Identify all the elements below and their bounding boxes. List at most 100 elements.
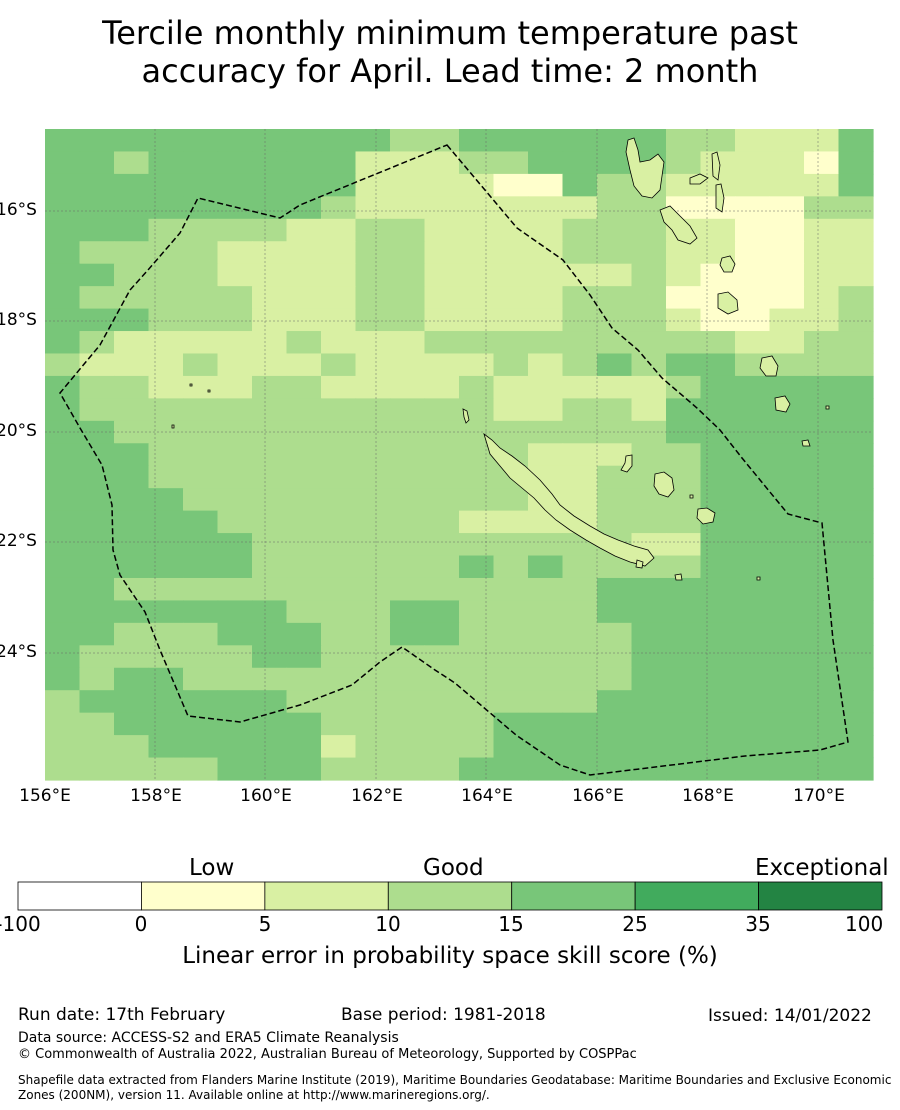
- skill-cell: [424, 263, 460, 287]
- skill-cell: [562, 712, 598, 736]
- skill-cell: [45, 465, 81, 489]
- skill-cell: [700, 667, 736, 691]
- skill-cell: [321, 420, 357, 444]
- skill-cell: [804, 196, 840, 220]
- skill-cell: [217, 263, 253, 287]
- skill-cell: [286, 555, 322, 579]
- skill-cell: [459, 690, 495, 714]
- skill-cell: [838, 510, 874, 534]
- skill-cell: [114, 353, 150, 377]
- skill-cell: [183, 465, 219, 489]
- colorbar-tick: 15: [498, 912, 524, 936]
- skill-cell: [735, 286, 771, 310]
- skill-cell: [597, 263, 633, 287]
- skill-cell: [735, 690, 771, 714]
- skill-cell: [252, 263, 288, 287]
- skill-cell: [735, 353, 771, 377]
- skill-cell: [528, 690, 564, 714]
- skill-cell: [493, 129, 529, 153]
- skill-cell: [286, 712, 322, 736]
- skill-cell: [735, 533, 771, 557]
- skill-cell: [114, 241, 150, 265]
- skill-cell: [424, 443, 460, 467]
- skill-cell: [45, 510, 81, 534]
- skill-cell: [631, 690, 667, 714]
- malekula-island: [659, 205, 698, 245]
- skill-cell: [528, 757, 564, 781]
- skill-cell: [666, 488, 702, 512]
- colorbar-category-exceptional: Exceptional: [755, 855, 889, 881]
- skill-cell: [562, 577, 598, 602]
- walpole-island: [674, 573, 683, 581]
- skill-cell: [217, 510, 253, 534]
- colorbar-swatch: [141, 881, 266, 911]
- skill-cell: [769, 510, 805, 534]
- skill-cell: [597, 151, 633, 175]
- skill-cell: [562, 443, 598, 467]
- skill-cell: [114, 465, 150, 489]
- skill-cell: [252, 533, 288, 557]
- skill-cell: [631, 443, 667, 467]
- skill-cell: [183, 241, 219, 265]
- skill-cell: [769, 577, 805, 602]
- skill-cell: [493, 241, 529, 265]
- skill-cell: [562, 173, 598, 197]
- skill-cell: [252, 757, 288, 781]
- skill-cell: [45, 308, 81, 332]
- skill-cell: [631, 218, 667, 242]
- skill-cell: [114, 286, 150, 310]
- skill-cell: [252, 667, 288, 691]
- skill-cell: [424, 353, 460, 377]
- lon-label: 168°E: [682, 786, 734, 806]
- skill-cell: [804, 398, 840, 422]
- skill-cell: [217, 420, 253, 444]
- skill-cell: [114, 375, 150, 399]
- skill-cell: [79, 712, 115, 736]
- skill-cell: [838, 331, 874, 355]
- skill-cell: [769, 218, 805, 242]
- skill-cell: [355, 712, 391, 736]
- skill-cell: [666, 241, 702, 265]
- skill-cell: [79, 218, 115, 242]
- skill-cell: [562, 218, 598, 242]
- mare-island: [696, 507, 716, 525]
- skill-cell: [769, 353, 805, 377]
- shapefile-credit: Shapefile data extracted from Flanders M…: [18, 1073, 892, 1102]
- skill-cell: [183, 308, 219, 332]
- skill-cell: [286, 218, 322, 242]
- erromango-island: [717, 291, 739, 315]
- skill-cell: [735, 398, 771, 422]
- skill-cell: [45, 577, 81, 602]
- skill-cell: [252, 622, 288, 646]
- skill-cell: [45, 129, 81, 153]
- skill-cell: [114, 398, 150, 422]
- skill-cell: [769, 667, 805, 691]
- skill-cell: [700, 690, 736, 714]
- skill-cell: [666, 151, 702, 175]
- colorbar-swatch: [264, 881, 389, 911]
- skill-cell: [666, 465, 702, 489]
- skill-cell: [631, 757, 667, 781]
- skill-cell: [321, 151, 357, 175]
- maewo-island: [711, 151, 721, 181]
- skill-cell: [666, 645, 702, 669]
- skill-cell: [321, 712, 357, 736]
- colorbar-tick: 5: [258, 912, 272, 936]
- colorbar-label: Linear error in probability space skill …: [182, 943, 718, 969]
- skill-cell: [735, 577, 771, 602]
- skill-cell: [769, 286, 805, 310]
- skill-cell: [252, 510, 288, 534]
- skill-cell: [355, 420, 391, 444]
- skill-cell: [804, 690, 840, 714]
- skill-cell: [769, 533, 805, 557]
- skill-cell: [597, 129, 633, 153]
- skill-cell: [79, 555, 115, 579]
- skill-cell: [148, 510, 184, 534]
- skill-cell: [666, 690, 702, 714]
- new-caledonia-island: [483, 432, 655, 567]
- skill-cell: [459, 308, 495, 332]
- skill-cell: [321, 645, 357, 669]
- skill-cell: [562, 398, 598, 422]
- skill-cell: [562, 735, 598, 759]
- skill-cell: [217, 286, 253, 310]
